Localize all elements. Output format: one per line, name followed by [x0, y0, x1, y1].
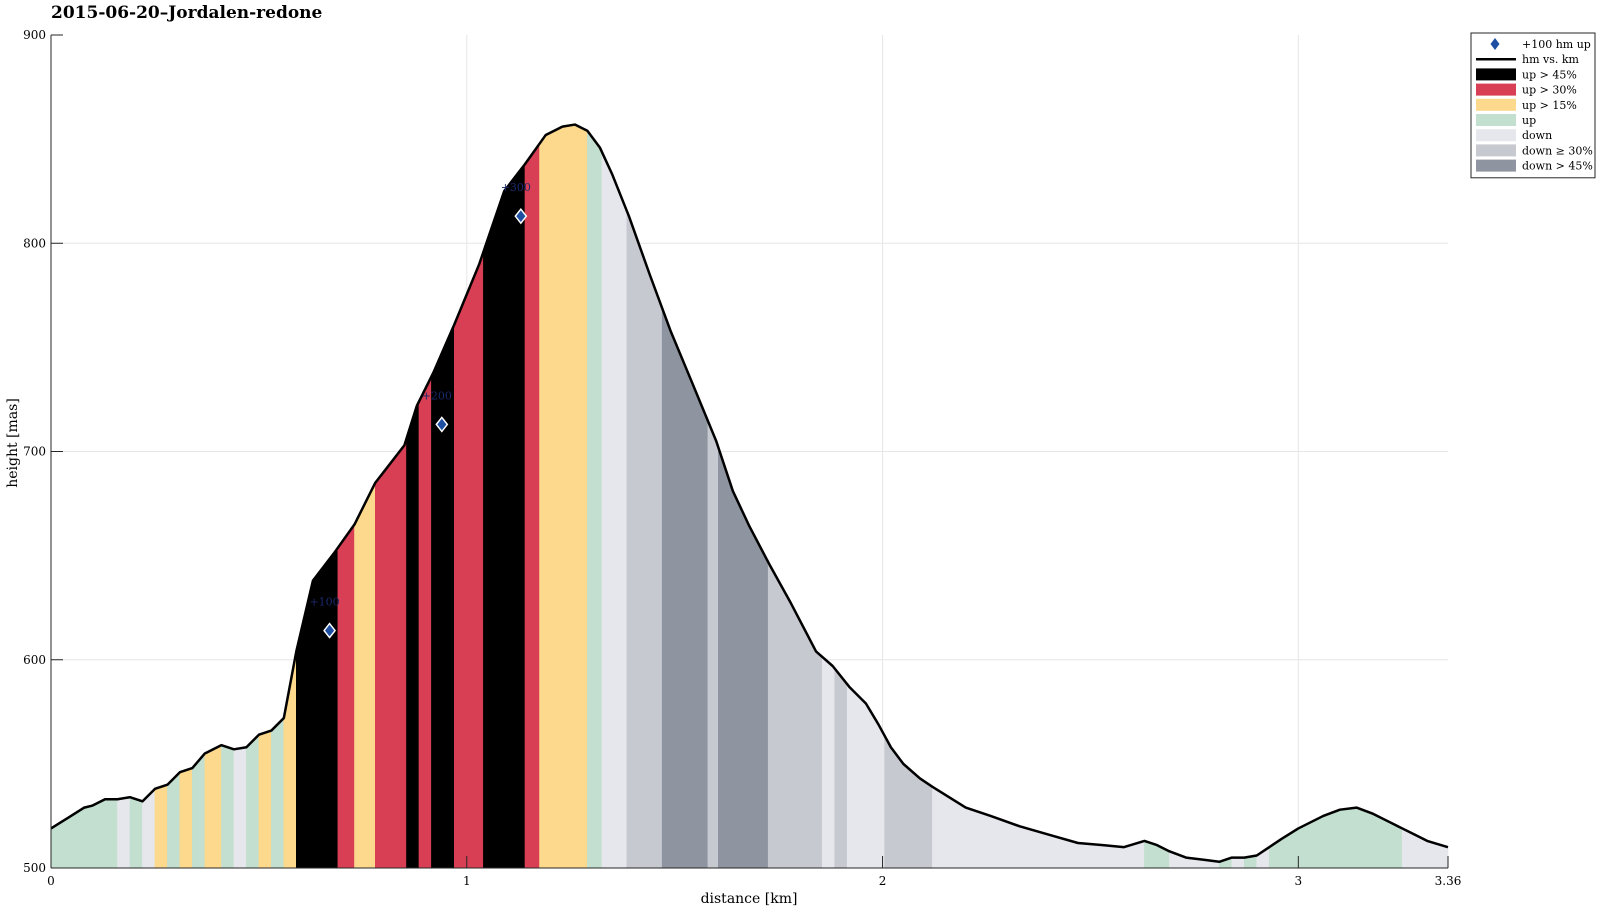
segment-up	[271, 717, 285, 869]
segment-up	[221, 744, 235, 869]
x-tick-label: 2	[879, 874, 887, 888]
segment-up15	[204, 744, 222, 869]
segment-up	[192, 752, 206, 869]
segment-down	[1401, 827, 1449, 869]
y-tick-label: 700	[23, 445, 46, 459]
y-axis-label: height [mas]	[5, 398, 21, 488]
legend: +100 hm up hm vs. km up > 45% up > 30% up > …	[1470, 32, 1596, 179]
x-tick-label: 0	[47, 874, 55, 888]
segment-down30	[626, 210, 663, 869]
legend-label: up > 45%	[1522, 68, 1577, 81]
segment-down30	[767, 561, 823, 869]
segment-up	[587, 129, 603, 869]
legend-label: hm vs. km	[1522, 53, 1580, 66]
legend-swatch-up15	[1476, 98, 1516, 111]
segment-down	[117, 796, 131, 869]
legend-label: down	[1522, 129, 1552, 142]
segment-up15	[539, 124, 588, 869]
segment-up	[246, 733, 260, 869]
segment-up30	[524, 142, 540, 869]
y-tick-label: 800	[23, 236, 46, 250]
segment-up45	[431, 324, 455, 869]
segment-up45	[406, 401, 420, 869]
segment-up30	[454, 251, 484, 869]
segment-up15	[179, 767, 193, 869]
marker-label: +100	[309, 596, 339, 609]
profile-line	[50, 123, 1449, 864]
legend-label: up > 15%	[1522, 99, 1577, 112]
segment-down	[821, 656, 836, 869]
segment-up15	[154, 784, 168, 869]
segment-down	[1231, 857, 1245, 869]
legend-label: down ≥ 30%	[1522, 144, 1593, 157]
x-axis-label: distance [km]	[701, 891, 798, 907]
x-tick-label: 1	[463, 874, 471, 888]
segment-up30	[337, 523, 355, 869]
marker-label: +300	[501, 181, 531, 194]
legend-swatch-down	[1476, 129, 1516, 142]
legend-swatch-up45	[1476, 68, 1516, 81]
legend-label: down > 45%	[1522, 160, 1593, 173]
segment-up	[50, 798, 118, 869]
legend-marker-symbol	[1490, 38, 1500, 50]
segment-up	[167, 771, 181, 869]
legend-label: up	[1522, 114, 1536, 127]
segment-down30	[834, 667, 848, 869]
segment-up30	[418, 376, 432, 869]
hm-marker	[323, 622, 337, 639]
segment-up15	[354, 482, 376, 869]
chart-title: 2015-06-20–Jordalen-redone	[51, 3, 323, 23]
segment-down	[846, 683, 885, 869]
legend-swatch-down45	[1476, 159, 1516, 172]
segment-down	[601, 151, 628, 869]
y-tick-label: 500	[23, 861, 46, 875]
hm-marker	[435, 416, 449, 433]
segment-down	[233, 746, 247, 869]
segment-up	[129, 796, 143, 869]
segment-down30	[707, 420, 719, 869]
segment-down30	[884, 735, 933, 869]
gradient-segments	[50, 124, 1449, 869]
segment-up	[1268, 807, 1403, 869]
y-tick-label: 600	[23, 653, 46, 667]
segment-up15	[258, 730, 272, 869]
legend-label: +100 hm up	[1522, 38, 1591, 51]
ticks: 0 1 2 3 3.36 500 600 700 800 900	[23, 28, 1461, 888]
segment-down45	[661, 308, 709, 869]
x-tick-label: 3	[1295, 874, 1303, 888]
segment-up30	[375, 438, 407, 869]
markers: +100 +200 +300	[309, 181, 531, 639]
legend-swatch-down30	[1476, 144, 1516, 157]
y-tick-label: 900	[23, 28, 46, 42]
segment-up45	[483, 163, 526, 869]
legend-swatch-up30	[1476, 83, 1516, 96]
segment-down	[932, 786, 1145, 869]
legend-label: up > 30%	[1522, 84, 1577, 97]
marker-label: +200	[422, 389, 452, 402]
hm-marker	[514, 207, 528, 225]
x-tick-label: 3.36	[1435, 874, 1462, 888]
legend-swatch-up	[1476, 114, 1516, 126]
grid-lines	[51, 35, 1448, 868]
